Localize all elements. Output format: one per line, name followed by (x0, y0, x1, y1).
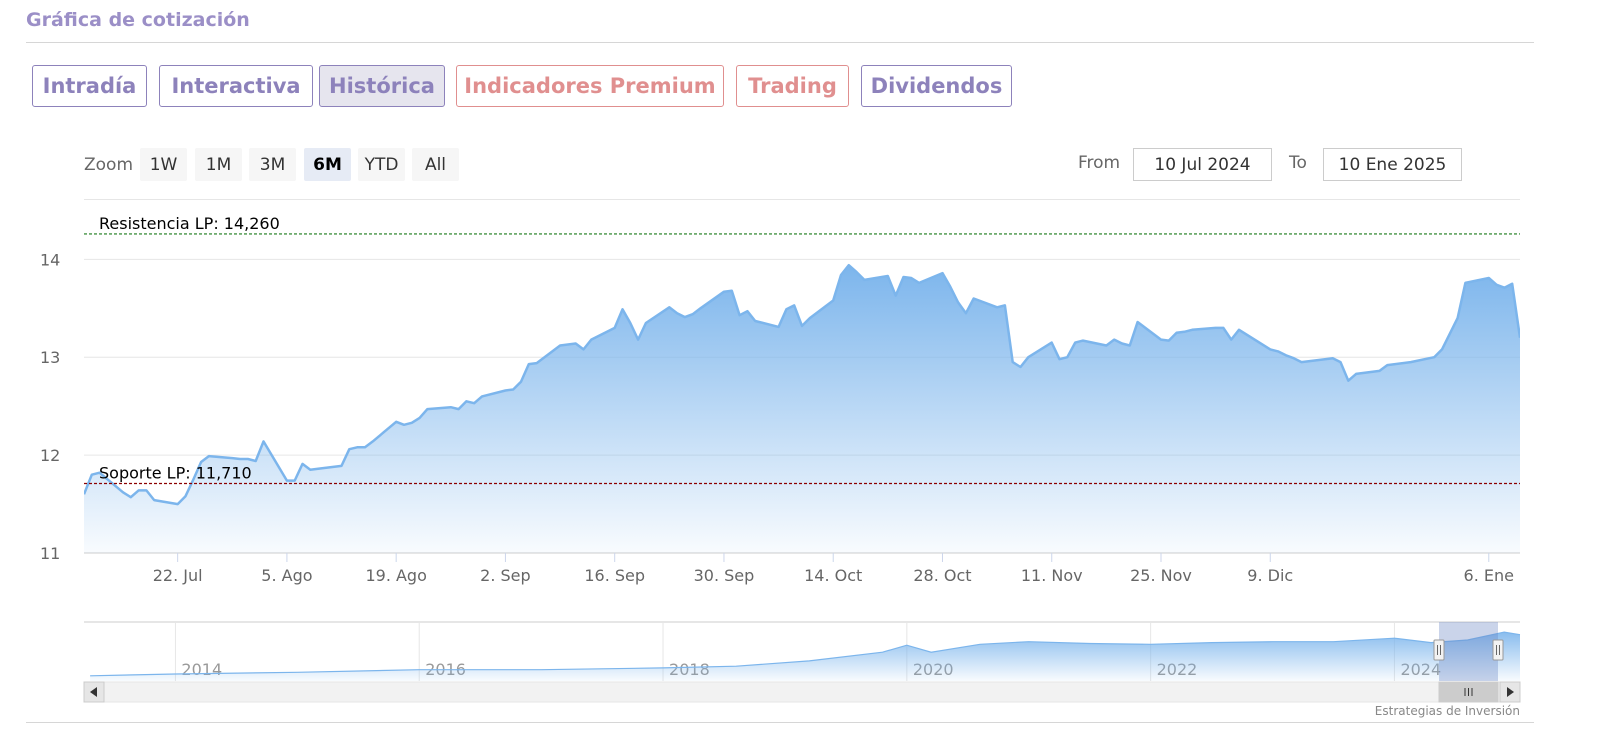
zoom-all-button[interactable]: All (412, 148, 459, 181)
x-tick-label: 16. Sep (584, 566, 645, 585)
x-tick-label: 6. Ene (1464, 566, 1514, 585)
range-to-input[interactable] (1323, 148, 1462, 181)
y-tick-label: 12 (40, 446, 60, 465)
zoom-1w-button[interactable]: 1W (140, 148, 187, 181)
navigator-right-handle[interactable] (1492, 639, 1504, 661)
navigator-selection[interactable] (1439, 622, 1498, 681)
x-tick-label: 9. Dic (1247, 566, 1293, 585)
y-tick-label: 13 (40, 348, 60, 367)
navigator-left-handle[interactable] (1433, 639, 1445, 661)
y-axis: 11 12 13 14 (40, 250, 60, 563)
support-label: Soporte LP: 11,710 (99, 464, 252, 483)
y-tick-label: 11 (40, 544, 60, 563)
range-from-label: From (1078, 153, 1121, 173)
x-tick-label: 25. Nov (1130, 566, 1192, 585)
arrow-left-icon (90, 687, 97, 697)
zoom-1m-button[interactable]: 1M (195, 148, 242, 181)
range-from-input[interactable] (1133, 148, 1272, 181)
navigator-area (90, 632, 1521, 681)
x-tick-label: 11. Nov (1021, 566, 1083, 585)
tab-indicadores-premium[interactable]: Indicadores Premium (456, 65, 724, 107)
plot-lines: Resistencia LP: 14,260 Soporte LP: 11,710 (84, 214, 1520, 485)
x-tick-label: 28. Oct (913, 566, 971, 585)
x-tick-label: 5. Ago (261, 566, 312, 585)
scrollbar-track[interactable] (83, 681, 1521, 703)
x-tick-label: 2. Sep (480, 566, 531, 585)
x-axis: 22. Jul 5. Ago 19. Ago 2. Sep 16. Sep 30. Sep… (153, 553, 1514, 585)
footer-divider (26, 722, 1534, 723)
price-line (84, 263, 1520, 506)
tab-interactiva[interactable]: Interactiva (159, 65, 313, 107)
zoom-label: Zoom (84, 155, 134, 175)
page-title: Gráfica de cotización (26, 9, 250, 31)
zoom-3m-button[interactable]: 3M (249, 148, 296, 181)
arrow-right-icon (1507, 687, 1514, 697)
zoom-ytd-button[interactable]: YTD (358, 148, 405, 181)
x-tick-label: 19. Ago (365, 566, 426, 585)
title-divider (26, 42, 1534, 43)
chart-credit[interactable]: Estrategias de Inversión (1374, 704, 1520, 718)
tab-dividendos[interactable]: Dividendos (861, 65, 1012, 107)
tab-trading[interactable]: Trading (736, 65, 849, 107)
navigator-line (90, 631, 1521, 677)
toolbar-divider (84, 199, 1520, 200)
x-tick-label: 14. Oct (804, 566, 862, 585)
zoom-6m-button[interactable]: 6M (304, 148, 351, 181)
resistance-label: Resistencia LP: 14,260 (99, 214, 280, 233)
series-group (84, 263, 1520, 553)
navigator[interactable]: 201420162018202020222024 (83, 621, 1521, 703)
tab-intrad-a[interactable]: Intradía (32, 65, 147, 107)
x-tick-label: 30. Sep (694, 566, 755, 585)
range-to-label: To (1289, 153, 1307, 173)
x-tick-label: 22. Jul (153, 566, 203, 585)
price-area-fill (84, 265, 1520, 553)
tab-hist-rica[interactable]: Histórica (319, 65, 445, 107)
y-tick-label: 14 (40, 250, 60, 269)
